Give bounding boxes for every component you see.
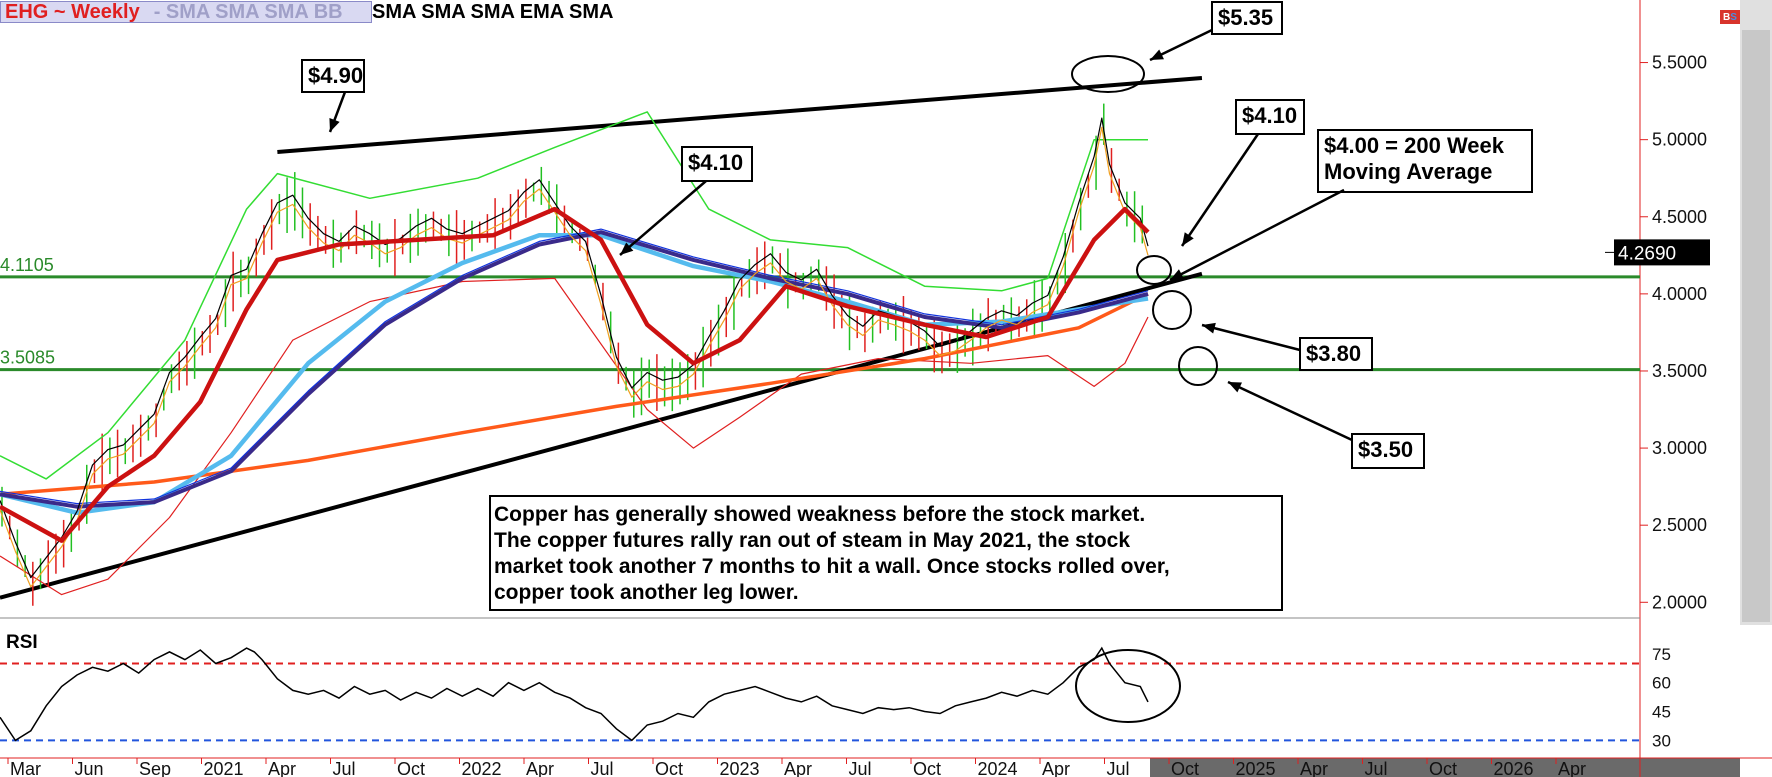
circle-380 <box>1152 290 1192 330</box>
time-tick-label: Apr <box>268 759 296 777</box>
rsi-tick-label: 45 <box>1652 703 1671 722</box>
time-tick-label: Apr <box>1558 759 1586 777</box>
time-tick-label: 2023 <box>720 759 760 777</box>
studies-label[interactable]: SMA SMA SMA EMA SMA <box>372 0 614 23</box>
last-price-label: 4.2690 <box>1618 243 1676 264</box>
time-tick-label: Oct <box>655 759 683 777</box>
callout-label: $3.80 <box>1306 341 1361 366</box>
callout-label: $4.10 <box>688 150 743 175</box>
arrow-350-head <box>1228 382 1242 393</box>
price-tick-label: 2.5000 <box>1652 515 1707 535</box>
callout-box <box>1211 1 1283 35</box>
callout-box <box>1317 129 1533 193</box>
arrow-535-head <box>1150 49 1164 60</box>
price-tick-label: 3.5000 <box>1652 361 1707 381</box>
time-tick-label: 2026 <box>1494 759 1534 777</box>
arrow-410-left-head <box>620 242 634 255</box>
support-level-label: 4.1105 <box>0 255 54 275</box>
bollinger-upper-line <box>0 111 1148 480</box>
arrow-410-right-head <box>1182 232 1194 246</box>
sma-red-line <box>0 206 1150 543</box>
studies-faded-label[interactable]: - SMA SMA SMA BB <box>153 0 343 23</box>
callout-label: $5.35 <box>1218 5 1273 30</box>
callout-label: Moving Average <box>1324 159 1492 184</box>
callout-box <box>301 59 365 93</box>
time-tick-label: Jul <box>849 759 872 777</box>
annotation-box <box>489 495 1283 611</box>
support-level-label: 3.5085 <box>0 348 55 368</box>
arrow-490-head <box>329 118 340 132</box>
callout-box <box>1351 433 1425 469</box>
trendline-upper <box>277 75 1203 154</box>
time-tick-label: Oct <box>397 759 425 777</box>
circle-410 <box>1136 255 1172 285</box>
price-tick-label: 3.0000 <box>1652 438 1707 458</box>
time-tick-label: Sep <box>139 759 171 777</box>
bollinger-lower-line <box>0 277 1149 596</box>
callout-label: $4.10 <box>1242 103 1297 128</box>
time-tick-label: Oct <box>1429 759 1457 777</box>
time-tick-label: 2022 <box>462 759 502 777</box>
chart-header: EHG ~ Weekly - SMA SMA SMA BB SMA SMA SM… <box>0 0 613 24</box>
arrow-200wk-head <box>1170 269 1184 280</box>
symbol-label[interactable]: EHG ~ Weekly <box>5 0 140 23</box>
time-tick-label: Apr <box>1300 759 1328 777</box>
time-tick-label: Apr <box>1042 759 1070 777</box>
time-tick-label: 2025 <box>1236 759 1276 777</box>
circle-rsi <box>1075 649 1181 723</box>
callout-box <box>681 146 753 182</box>
annotation-line: copper took another leg lower. <box>494 581 799 604</box>
annotation-line: Copper has generally showed weakness bef… <box>494 503 1145 526</box>
scroll-thumb[interactable] <box>1742 30 1770 622</box>
price-axis-panel <box>1640 0 1740 758</box>
time-tick-label: Apr <box>526 759 554 777</box>
rsi-tick-label: 60 <box>1652 674 1671 693</box>
time-tick-label: Jul <box>1107 759 1130 777</box>
sma-purple-line <box>0 230 1149 509</box>
arrow-410-left <box>619 180 707 256</box>
header-box[interactable]: EHG ~ Weekly - SMA SMA SMA BB <box>0 1 372 23</box>
time-tick-label: Apr <box>784 759 812 777</box>
arrow-200wk <box>1169 188 1345 282</box>
callout-box <box>1235 99 1305 135</box>
price-tick-label: 5.0000 <box>1652 130 1707 150</box>
time-tick-label: Jul <box>333 759 356 777</box>
time-tick-label: Jul <box>591 759 614 777</box>
time-tick-label: Oct <box>913 759 941 777</box>
last-price-flag <box>1614 239 1710 266</box>
price-tick-label: 2.0000 <box>1652 592 1707 612</box>
price-tick-label: 5.5000 <box>1652 53 1707 73</box>
time-tick-label: Jul <box>1365 759 1388 777</box>
sma-200-line <box>0 292 1149 497</box>
time-tick-label: 2021 <box>204 759 244 777</box>
arrow-380 <box>1201 323 1301 352</box>
callout-label: $4.90 <box>308 63 363 88</box>
price-tick-label: 4.0000 <box>1652 284 1707 304</box>
arrow-410-right <box>1180 133 1260 247</box>
annotation-line: The copper futures rally ran out of stea… <box>494 529 1130 552</box>
rsi-tick-label: 30 <box>1652 731 1671 750</box>
circle-535 <box>1071 55 1145 93</box>
callout-label: $4.00 = 200 Week <box>1324 133 1505 158</box>
time-tick-label: Jun <box>75 759 104 777</box>
circle-350 <box>1178 346 1218 386</box>
time-tick-label: Oct <box>1171 759 1199 777</box>
arrow-380-head <box>1202 322 1216 334</box>
time-tick-label: Mar <box>10 759 41 777</box>
annotation-line: market took another 7 months to hit a wa… <box>494 555 1170 578</box>
time-tick-label: 2024 <box>978 759 1018 777</box>
rsi-line <box>0 646 1149 742</box>
callout-label: $3.50 <box>1358 437 1413 462</box>
arrow-350 <box>1227 380 1353 442</box>
callout-box <box>1299 337 1373 371</box>
rsi-label: RSI <box>6 632 38 653</box>
sma-black-line <box>0 117 1149 579</box>
price-tick-label: 4.5000 <box>1652 207 1707 227</box>
rsi-tick-label: 75 <box>1652 645 1671 664</box>
